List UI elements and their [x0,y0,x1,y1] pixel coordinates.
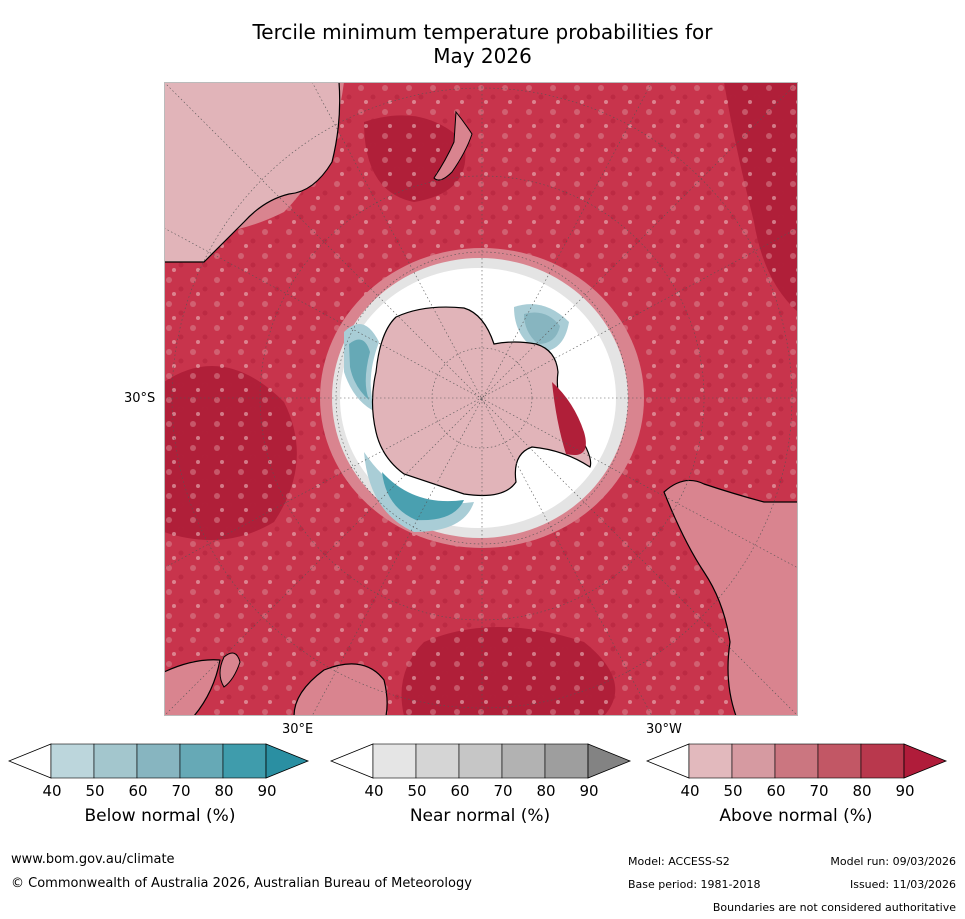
legend-swatch [458,743,503,779]
legend-swatch [544,743,589,779]
legend-tick-label: 60 [128,782,148,800]
legend-tick-label: 50 [85,782,105,800]
legend-swatch [372,743,417,779]
legend-below-normal-title: Below normal (%) [84,806,236,826]
legend-tick-label: 40 [42,782,62,800]
antarctica [371,306,592,497]
legend-tick-label: 70 [809,782,829,800]
legend-near-normal-bar [330,743,632,779]
madagascar [219,652,241,688]
disclaimer-text: Boundaries are not considered authoritat… [712,901,956,914]
legend-tick-label: 90 [579,782,599,800]
map-svg [164,82,798,716]
legend-swatch [817,743,862,779]
legend-swatch [688,743,733,779]
legend-swatch [222,743,267,779]
legend-below-normal [8,742,310,842]
chart-title: Tercile minimum temperature probabilitie… [0,20,965,68]
lon-label-30w: 30°W [646,722,682,737]
graticule [164,82,798,716]
legend-swatch [136,743,181,779]
legend-swatch [179,743,224,779]
legend-extend-low [646,743,690,779]
legend-swatch [501,743,546,779]
legend-swatch [93,743,138,779]
legend-tick-label: 50 [723,782,743,800]
legend-tick-label: 90 [257,782,277,800]
legend-swatch [50,743,95,779]
legend-tick-label: 80 [852,782,872,800]
below-normal-north-core [524,312,560,344]
model-text: Model: ACCESS-S2 [628,855,730,868]
model-run-text: Model run: 09/03/2026 [830,855,956,868]
legend-tick-label: 50 [407,782,427,800]
legend-extend-low [330,743,374,779]
title-line-2: May 2026 [433,44,532,68]
legend-tick-label: 40 [680,782,700,800]
copyright-text: © Commonwealth of Australia 2026, Austra… [11,876,472,891]
legend-tick-label: 70 [171,782,191,800]
legend-near-normal [330,742,632,842]
legend-extend-high [903,743,948,779]
legend-below-normal-bar [8,743,310,779]
legend-tick-label: 70 [493,782,513,800]
legend-extend-high [265,743,310,779]
lon-label-30e: 30°E [282,722,314,737]
south-america [663,479,798,716]
africa [293,663,388,716]
legend-tick-label: 60 [450,782,470,800]
australia [164,82,341,263]
legend-above-normal-bar [646,743,948,779]
legend-tick-label: 90 [895,782,915,800]
lat-label-30s: 30°S [124,391,156,406]
legend-swatch [774,743,819,779]
new-zealand [433,110,473,181]
base-period-text: Base period: 1981-2018 [628,878,761,891]
legend-extend-low [8,743,52,779]
legend-above-normal [646,742,948,842]
legend-swatch [731,743,776,779]
legend-tick-label: 60 [766,782,786,800]
legend-tick-label: 80 [214,782,234,800]
legend-above-normal-title: Above normal (%) [719,806,873,826]
legend-extend-high [587,743,632,779]
probability-map [164,82,798,716]
website-link[interactable]: www.bom.gov.au/climate [11,852,175,867]
legend-tick-label: 80 [536,782,556,800]
legend-swatch [415,743,460,779]
legend-near-normal-title: Near normal (%) [409,806,551,826]
legend-tick-label: 40 [364,782,384,800]
issued-text: Issued: 11/03/2026 [849,878,956,891]
below-normal-east-indian-core [382,472,464,521]
below-normal-west-core [349,339,370,400]
peninsula-warm-anomaly [552,382,586,456]
legend-swatch [860,743,905,779]
title-line-1: Tercile minimum temperature probabilitie… [252,20,713,44]
